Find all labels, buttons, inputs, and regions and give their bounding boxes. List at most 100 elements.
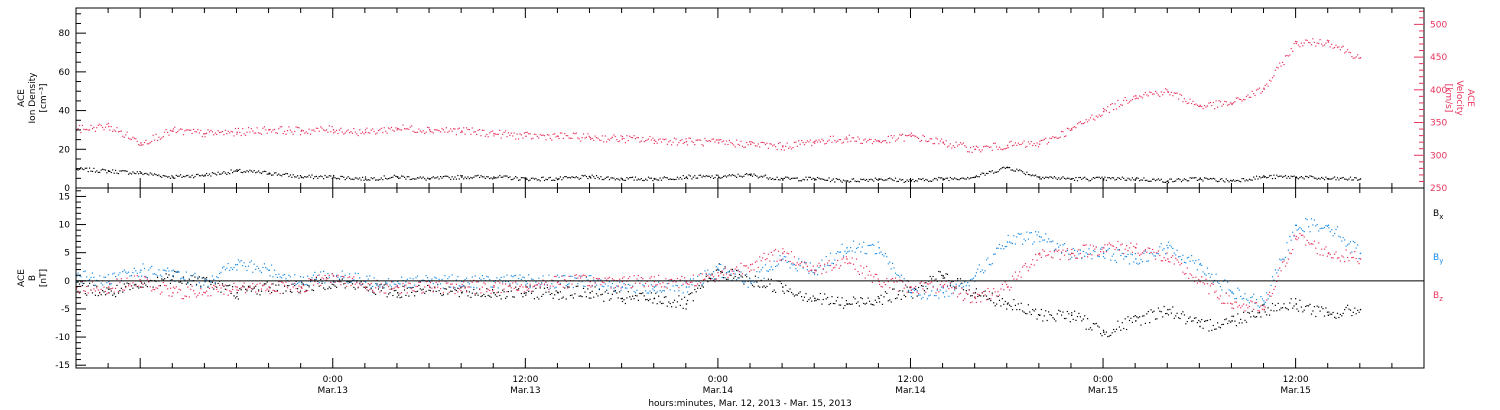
bz-point bbox=[949, 282, 951, 284]
bx-point bbox=[230, 292, 232, 294]
by-point bbox=[1027, 238, 1029, 240]
bx-point bbox=[601, 293, 603, 295]
by-point bbox=[837, 251, 839, 253]
velocity-points bbox=[76, 38, 1362, 153]
bz-point bbox=[923, 282, 925, 284]
velocity-point bbox=[398, 128, 400, 130]
velocity-point bbox=[647, 138, 650, 140]
bx-point bbox=[734, 275, 736, 278]
by-point bbox=[1313, 219, 1315, 221]
bz-point bbox=[1303, 236, 1305, 238]
bz-point bbox=[434, 287, 436, 289]
velocity-point bbox=[502, 133, 504, 135]
density-point bbox=[269, 173, 271, 175]
density-point bbox=[520, 177, 522, 179]
bx-point bbox=[156, 276, 159, 279]
by-point bbox=[600, 279, 602, 281]
by-point bbox=[863, 241, 865, 243]
density-point bbox=[110, 171, 112, 174]
density-point bbox=[941, 177, 943, 179]
bx-point bbox=[1075, 319, 1077, 321]
bz-point bbox=[292, 286, 294, 288]
by-point bbox=[724, 277, 726, 279]
by-point bbox=[174, 280, 176, 282]
density-point bbox=[643, 179, 645, 182]
bx-point bbox=[1156, 318, 1158, 320]
bz-point bbox=[543, 283, 546, 285]
density-point bbox=[1299, 176, 1301, 179]
by-point bbox=[350, 281, 352, 283]
density-point bbox=[206, 172, 208, 175]
by-point bbox=[516, 283, 518, 285]
velocity-point bbox=[983, 146, 985, 148]
bz-point bbox=[1011, 275, 1014, 277]
bz-point bbox=[590, 286, 592, 288]
velocity-point bbox=[665, 138, 667, 140]
density-point bbox=[844, 180, 846, 182]
bz-point bbox=[377, 286, 380, 288]
bz-point bbox=[597, 278, 599, 280]
density-point bbox=[886, 179, 888, 181]
bx-point bbox=[502, 289, 504, 291]
by-point bbox=[938, 297, 940, 299]
bz-point bbox=[375, 287, 377, 289]
bz-point bbox=[809, 269, 811, 271]
density-point bbox=[827, 179, 829, 181]
by-point bbox=[281, 277, 283, 279]
bz-sample bbox=[621, 280, 623, 283]
velocity-point bbox=[1042, 139, 1044, 141]
velocity-point bbox=[935, 137, 937, 139]
by-point bbox=[1299, 226, 1301, 229]
bz-point bbox=[1071, 249, 1073, 251]
by-point bbox=[916, 290, 918, 292]
velocity-point bbox=[419, 130, 421, 132]
bz-point bbox=[112, 287, 114, 289]
velocity-sample bbox=[1359, 57, 1362, 59]
bx-point bbox=[546, 287, 548, 289]
bz-point bbox=[518, 289, 520, 291]
by-point bbox=[376, 284, 378, 286]
bx-point bbox=[282, 292, 284, 294]
density-point bbox=[418, 177, 420, 179]
bx-point bbox=[1089, 327, 1092, 329]
bx-sample bbox=[1199, 325, 1201, 328]
velocity-point bbox=[580, 140, 582, 142]
bx-point bbox=[97, 295, 99, 297]
field-tick-label: 0 bbox=[64, 277, 70, 287]
bz-point bbox=[775, 248, 777, 251]
velocity-point bbox=[174, 126, 176, 128]
bz-point bbox=[354, 283, 356, 285]
bz-point bbox=[395, 286, 397, 288]
bz-point bbox=[236, 289, 238, 291]
velocity-point bbox=[392, 129, 394, 131]
density-point bbox=[915, 179, 917, 182]
bx-sample bbox=[1071, 314, 1073, 316]
bx-point bbox=[483, 293, 485, 295]
density-point bbox=[438, 178, 440, 180]
velocity-point bbox=[626, 135, 628, 137]
density-point bbox=[219, 173, 221, 175]
bz-point bbox=[548, 288, 550, 290]
by-point bbox=[448, 276, 450, 278]
bx-sample bbox=[1327, 314, 1330, 316]
density-point bbox=[991, 170, 993, 172]
velocity-point bbox=[317, 127, 319, 129]
by-point bbox=[777, 263, 780, 265]
bx-point bbox=[321, 282, 323, 284]
density-point bbox=[655, 178, 657, 180]
by-point bbox=[1198, 259, 1200, 261]
bz-point bbox=[996, 295, 998, 297]
density-point bbox=[912, 178, 914, 181]
velocity-point bbox=[344, 132, 346, 134]
bz-point bbox=[1306, 239, 1308, 241]
bz-point bbox=[678, 287, 680, 289]
by-point bbox=[591, 285, 593, 287]
density-point bbox=[707, 175, 709, 177]
density-point bbox=[616, 178, 618, 180]
density-point bbox=[317, 177, 319, 179]
density-point bbox=[649, 177, 651, 179]
bz-point bbox=[756, 260, 758, 262]
by-point bbox=[776, 265, 778, 267]
bz-point bbox=[516, 290, 518, 292]
bz-point bbox=[480, 292, 482, 294]
